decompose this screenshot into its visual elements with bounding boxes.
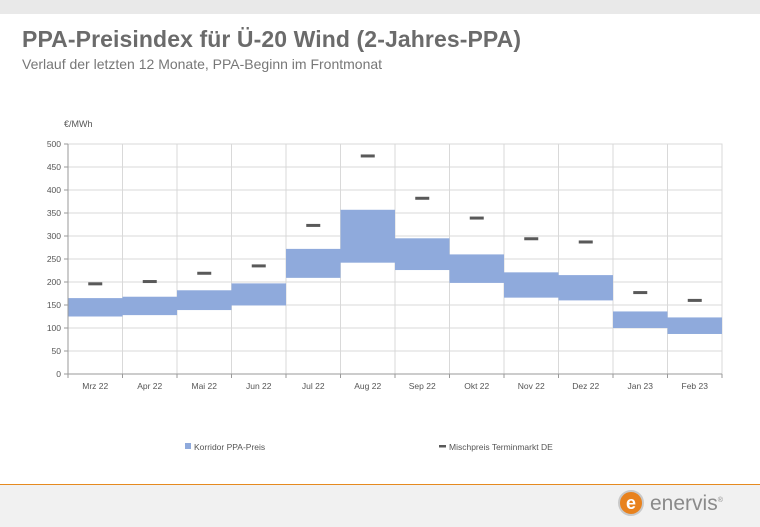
mix-price-marker xyxy=(524,237,539,241)
x-tick-label: Jun 22 xyxy=(246,381,272,391)
corridor-bar xyxy=(449,254,504,283)
y-tick-label: 150 xyxy=(47,300,61,310)
corridor-bar xyxy=(395,238,450,271)
x-tick-label: Feb 23 xyxy=(682,381,709,391)
corridor-bar xyxy=(558,275,613,301)
enervis-logo: e enervis® xyxy=(616,489,746,523)
x-tick-label: Okt 22 xyxy=(464,381,489,391)
mix-price-marker xyxy=(687,298,702,302)
mix-price-marker xyxy=(142,280,157,284)
y-tick-label: 100 xyxy=(47,323,61,333)
y-tick-label: 250 xyxy=(47,254,61,264)
y-tick-label: 50 xyxy=(52,346,62,356)
corridor-bar xyxy=(122,296,177,316)
chart-axes: 0 50 100 150 200 250 300 350 400 450 500 Mrz 22 Apr … xyxy=(47,139,723,391)
y-axis-label: €/MWh xyxy=(64,119,93,129)
mix-price-marker xyxy=(197,271,212,275)
x-tick-label: Nov 22 xyxy=(518,381,545,391)
corridor-bar xyxy=(613,311,668,328)
logo-text: enervis® xyxy=(650,492,723,515)
legend-label-corridor: Korridor PPA-Preis xyxy=(194,442,265,452)
chart-legend: Korridor PPA-Preis Mischpreis Terminmark… xyxy=(185,442,553,452)
logo-mark: e xyxy=(618,490,644,516)
corridor-bar xyxy=(231,283,286,306)
mix-price-marker xyxy=(469,216,484,220)
corridor-bar xyxy=(340,209,395,263)
ppa-price-chart: 0 50 100 150 200 250 300 350 400 450 500 Mrz 22 Apr … xyxy=(47,119,723,452)
y-tick-label: 0 xyxy=(56,369,61,379)
mix-price-marker xyxy=(633,291,648,295)
legend-swatch-corridor xyxy=(185,443,191,449)
mix-price-marker xyxy=(415,196,430,200)
y-tick-label: 350 xyxy=(47,208,61,218)
y-tick-label: 500 xyxy=(47,139,61,149)
corridor-bar xyxy=(68,298,123,317)
x-tick-label: Sep 22 xyxy=(409,381,436,391)
mix-price-marker xyxy=(88,282,103,286)
x-tick-label: Dez 22 xyxy=(572,381,599,391)
top-band xyxy=(0,0,760,14)
y-tick-label: 400 xyxy=(47,185,61,195)
x-tick-label: Apr 22 xyxy=(137,381,162,391)
x-tick-label: Aug 22 xyxy=(354,381,381,391)
legend-label-mix: Mischpreis Terminmarkt DE xyxy=(449,442,553,452)
x-tick-label: Mai 22 xyxy=(191,381,217,391)
y-tick-label: 450 xyxy=(47,162,61,172)
page-title: PPA-Preisindex für Ü-20 Wind (2-Jahres-P… xyxy=(22,26,522,52)
corridor-bar xyxy=(667,317,722,334)
corridor-bar xyxy=(286,248,341,278)
corridor-bar xyxy=(504,272,559,298)
x-tick-label: Jul 22 xyxy=(302,381,325,391)
page-subtitle: Verlauf der letzten 12 Monate, PPA-Begin… xyxy=(22,56,383,72)
y-tick-label: 300 xyxy=(47,231,61,241)
mix-price-marker xyxy=(306,223,321,227)
x-tick-label: Mrz 22 xyxy=(82,381,108,391)
chart-markers xyxy=(88,154,702,302)
chart-bars xyxy=(68,209,722,334)
corridor-bar xyxy=(177,290,232,311)
mix-price-marker xyxy=(251,264,266,268)
mix-price-marker xyxy=(578,240,593,244)
legend-swatch-mix xyxy=(439,445,446,448)
x-tick-label: Jan 23 xyxy=(627,381,653,391)
y-tick-label: 200 xyxy=(47,277,61,287)
mix-price-marker xyxy=(360,154,375,158)
